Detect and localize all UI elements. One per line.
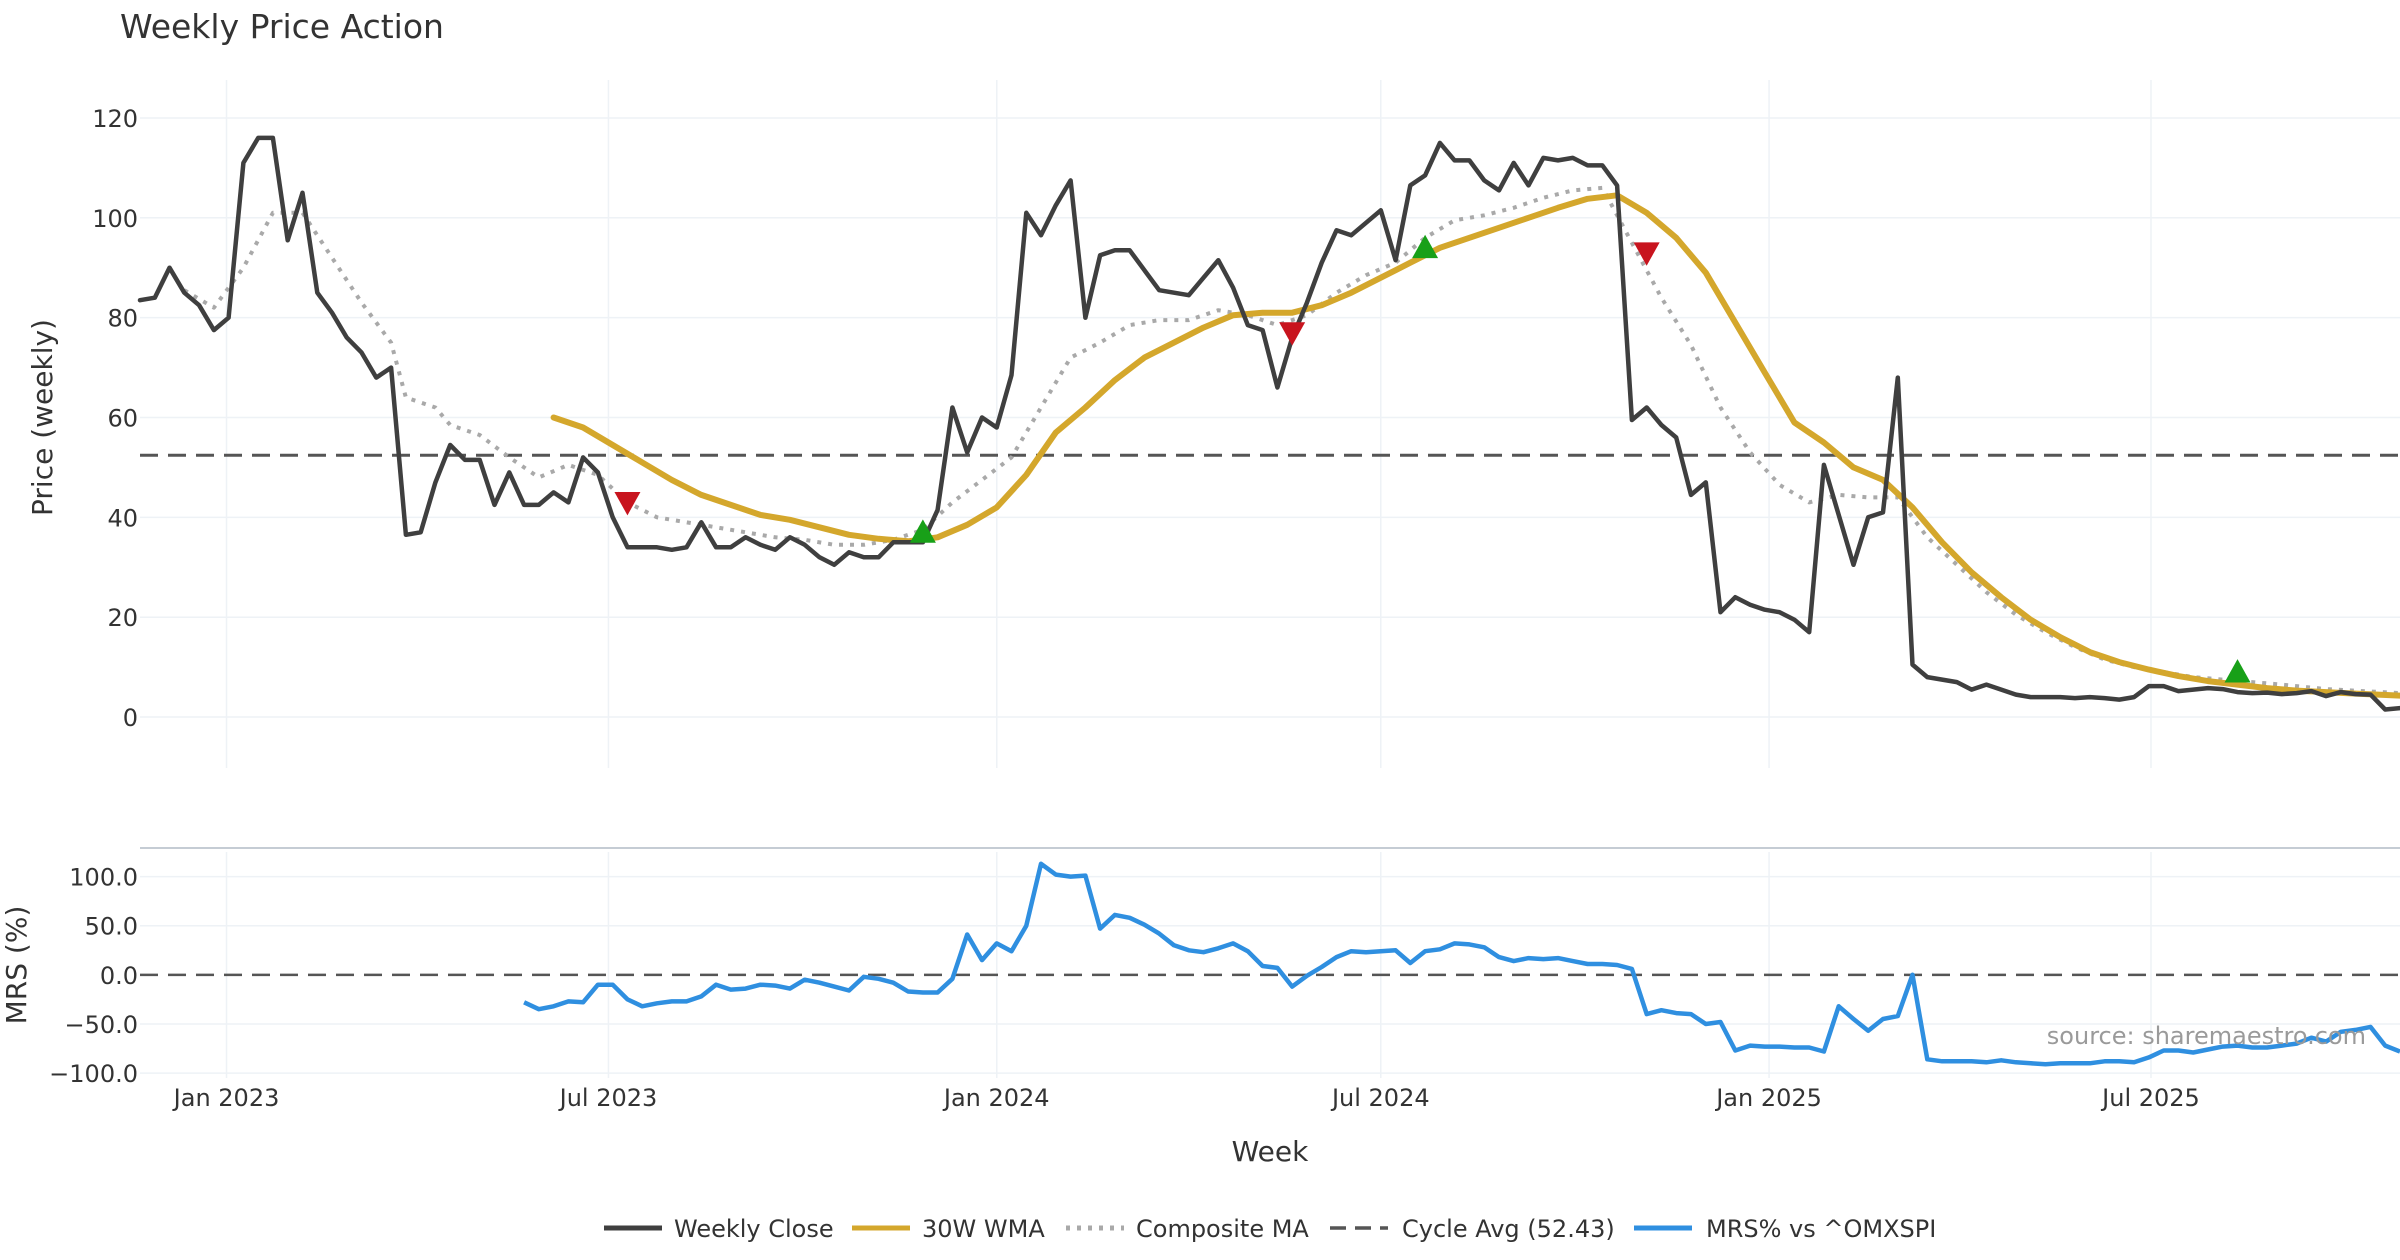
watermark: source: sharemaestro.com xyxy=(2047,1022,2366,1050)
x-tick-label: Jan 2024 xyxy=(942,1084,1050,1112)
mrs-y-tick-label: 50.0 xyxy=(85,913,138,941)
legend-label-mrs: MRS% vs ^OMXSPI xyxy=(1706,1215,1936,1243)
x-axis-label: Week xyxy=(1232,1135,1309,1168)
mrs-panel: 100.0 50.0 0.0 −50.0 −100.0 MRS (%) xyxy=(0,847,2400,1088)
legend-label-wma: 30W WMA xyxy=(922,1215,1045,1243)
legend-label-composite: Composite MA xyxy=(1136,1215,1309,1243)
sell-signal-marker xyxy=(614,491,641,516)
price-y-tick-label: 80 xyxy=(107,305,138,333)
x-tick-label: Jul 2025 xyxy=(2100,1084,2200,1112)
price-y-tick-label: 40 xyxy=(107,504,138,532)
mrs-y-tick-label: 100.0 xyxy=(69,864,138,892)
buy-signal-marker xyxy=(909,519,936,543)
price-y-tick-label: 60 xyxy=(107,405,138,433)
legend-label-cycle: Cycle Avg (52.43) xyxy=(1402,1215,1615,1243)
legend: Weekly Close 30W WMA Composite MA Cycle Avg… xyxy=(604,1215,1936,1243)
mrs-line xyxy=(523,861,2400,1067)
price-y-axis-label: Price (weekly) xyxy=(26,319,59,516)
wma-30w-line xyxy=(550,192,2400,699)
sell-signal-marker xyxy=(1279,322,1306,346)
price-panel: 0 20 40 60 80 100 120 Price (weekly) xyxy=(26,80,2400,768)
mrs-y-axis-label: MRS (%) xyxy=(0,906,33,1025)
price-y-tick-label: 0 xyxy=(123,704,138,732)
buy-signal-marker xyxy=(2224,659,2251,683)
buy-signal-marker xyxy=(1412,234,1439,259)
chart-title: Weekly Price Action xyxy=(120,7,444,46)
x-tick-label: Jan 2023 xyxy=(172,1084,280,1112)
x-tick-label: Jul 2023 xyxy=(558,1084,658,1112)
x-tick-label: Jan 2025 xyxy=(1714,1084,1822,1112)
mrs-y-tick-label: −50.0 xyxy=(64,1011,138,1039)
mrs-y-tick-label: −100.0 xyxy=(49,1060,138,1088)
sell-signal-marker xyxy=(1633,242,1660,266)
weekly-close-line xyxy=(137,135,2400,712)
price-y-tick-label: 20 xyxy=(107,604,138,632)
legend-label-close: Weekly Close xyxy=(674,1215,834,1243)
x-tick-label: Jul 2024 xyxy=(1330,1084,1430,1112)
price-y-tick-label: 120 xyxy=(92,105,138,133)
price-y-tick-label: 100 xyxy=(92,205,138,233)
mrs-y-tick-label: 0.0 xyxy=(100,962,138,990)
x-axis: Jan 2023 Jul 2023 Jan 2024 Jul 2024 Jan 2025… xyxy=(172,1084,2200,1112)
